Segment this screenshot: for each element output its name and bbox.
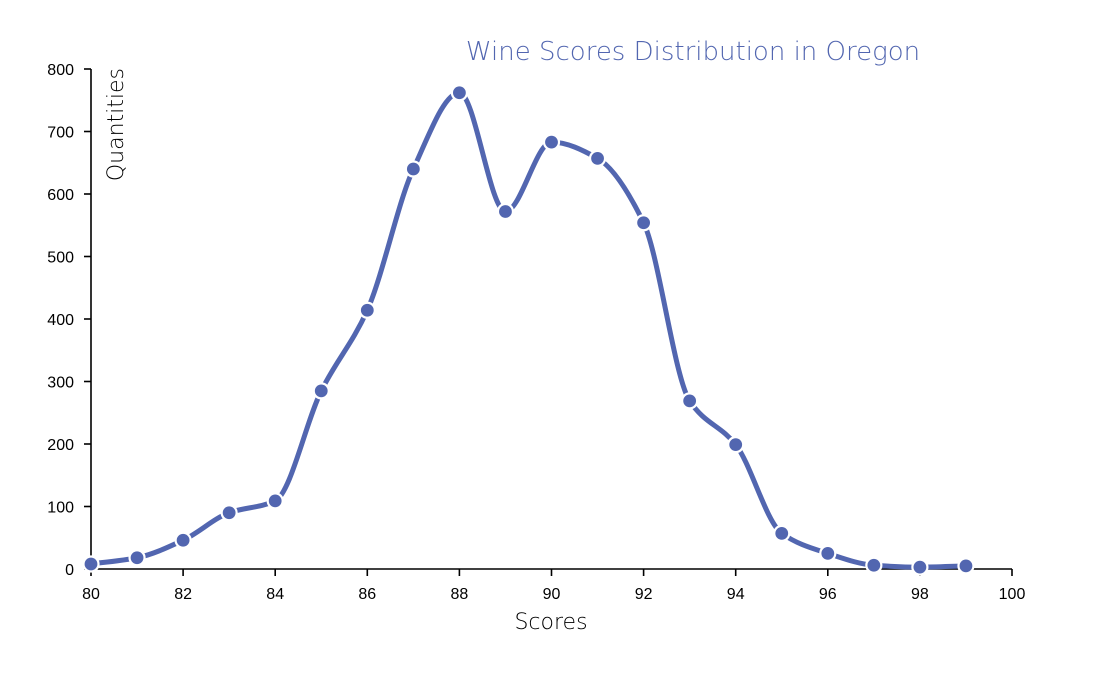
data-point[interactable] [358, 301, 376, 319]
data-point[interactable] [128, 549, 146, 567]
data-point[interactable] [82, 555, 100, 573]
x-tick-label: 92 [635, 586, 653, 603]
chart-title: Wine Scores Distribution in Oregon [466, 37, 920, 67]
x-tick-label: 98 [911, 586, 929, 603]
data-point[interactable] [911, 558, 929, 576]
y-tick-label: 200 [47, 437, 74, 454]
y-tick-label: 0 [65, 562, 74, 579]
data-point[interactable] [727, 436, 745, 454]
series-line [88, 90, 969, 570]
y-tick-label: 500 [47, 250, 74, 267]
data-point[interactable] [681, 392, 699, 410]
x-axis-title: Scores [514, 610, 587, 635]
x-tick-label: 82 [174, 586, 192, 603]
y-tick-label: 300 [47, 375, 74, 392]
data-point[interactable] [819, 544, 837, 562]
x-tick-label: 96 [819, 586, 837, 603]
data-point[interactable] [588, 149, 607, 167]
data-point[interactable] [220, 504, 238, 522]
y-axis-title: Quantities [104, 68, 129, 181]
data-point[interactable] [865, 556, 883, 574]
x-axis: 80 82 84 86 88 90 92 94 96 98 100 [82, 568, 1026, 603]
x-tick-label: 86 [358, 586, 376, 603]
x-tick-label: 80 [82, 586, 100, 603]
x-tick-label: 84 [266, 586, 284, 603]
y-tick-label: 100 [47, 500, 74, 517]
y-tick-label: 600 [47, 187, 74, 204]
data-point[interactable] [266, 492, 284, 510]
data-point[interactable] [312, 382, 330, 400]
data-point[interactable] [450, 84, 468, 102]
data-point[interactable] [542, 133, 561, 151]
data-point[interactable] [957, 557, 975, 575]
y-tick-label: 400 [47, 312, 74, 329]
data-point[interactable] [773, 524, 791, 542]
x-tick-label: 90 [543, 586, 561, 603]
x-tick-label: 94 [727, 586, 745, 603]
plot-area [82, 84, 975, 576]
y-axis: 0 100 200 300 400 500 600 700 800 [47, 62, 92, 579]
data-point[interactable] [404, 160, 422, 178]
data-point[interactable] [634, 214, 653, 232]
x-tick-label: 88 [451, 586, 469, 603]
x-tick-label: 100 [999, 586, 1026, 603]
data-point[interactable] [174, 531, 192, 549]
y-tick-label: 800 [47, 62, 74, 79]
data-point[interactable] [496, 202, 515, 221]
y-tick-label: 700 [47, 125, 74, 142]
